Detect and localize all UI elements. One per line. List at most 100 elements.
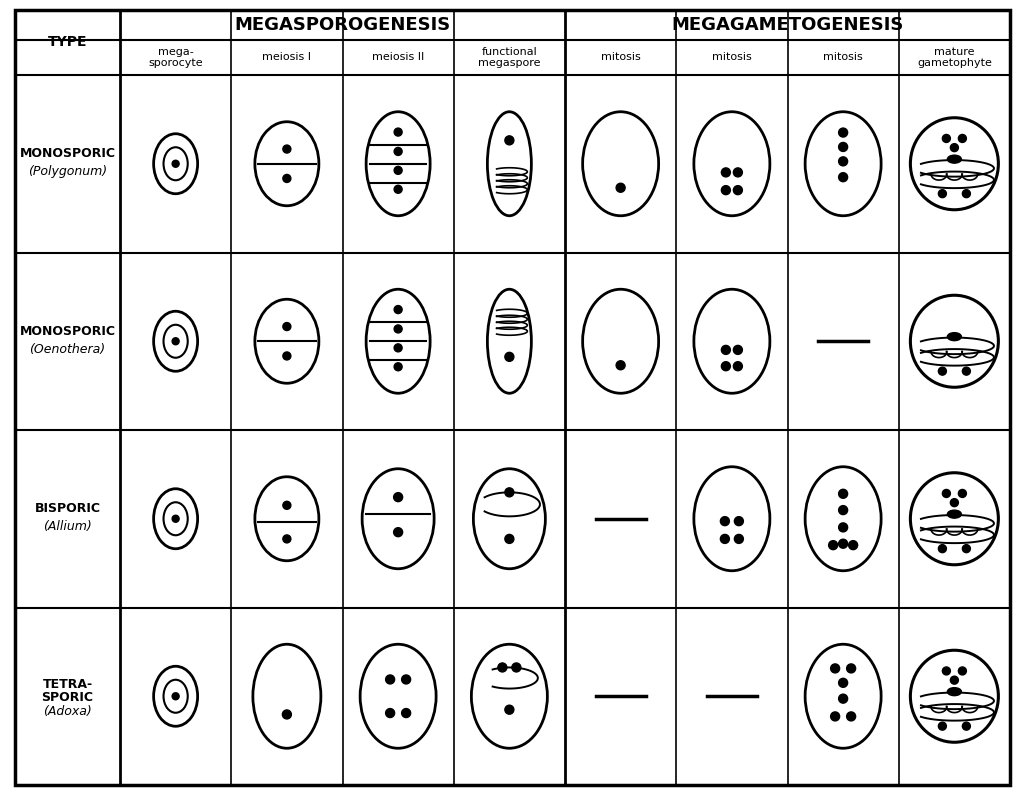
- Text: (Adoxa): (Adoxa): [43, 705, 92, 718]
- Circle shape: [839, 678, 848, 688]
- Circle shape: [734, 534, 743, 543]
- Circle shape: [512, 663, 521, 672]
- Circle shape: [283, 145, 291, 153]
- Ellipse shape: [583, 112, 658, 216]
- Circle shape: [720, 534, 729, 543]
- Text: (Polygonum): (Polygonum): [28, 165, 108, 178]
- Circle shape: [720, 517, 729, 526]
- Circle shape: [839, 539, 848, 548]
- Ellipse shape: [367, 112, 430, 216]
- Ellipse shape: [164, 325, 187, 358]
- Text: meiosis I: meiosis I: [262, 52, 311, 63]
- Circle shape: [828, 541, 838, 549]
- Circle shape: [393, 528, 402, 537]
- Circle shape: [394, 344, 402, 352]
- Ellipse shape: [154, 311, 198, 372]
- Circle shape: [505, 534, 514, 543]
- Ellipse shape: [910, 472, 998, 565]
- Circle shape: [958, 667, 967, 675]
- Circle shape: [847, 712, 856, 721]
- Text: TYPE: TYPE: [48, 36, 87, 49]
- Ellipse shape: [154, 666, 198, 727]
- Text: mitosis: mitosis: [823, 52, 863, 63]
- Text: (Oenothera): (Oenothera): [30, 343, 105, 356]
- Circle shape: [721, 168, 730, 177]
- Circle shape: [839, 506, 848, 515]
- Circle shape: [386, 675, 394, 684]
- Circle shape: [942, 667, 950, 675]
- Ellipse shape: [805, 467, 881, 571]
- Circle shape: [283, 322, 291, 330]
- Circle shape: [505, 488, 514, 497]
- Circle shape: [172, 692, 179, 700]
- Circle shape: [283, 535, 291, 543]
- Circle shape: [616, 183, 625, 192]
- Ellipse shape: [805, 112, 881, 216]
- Circle shape: [283, 710, 292, 719]
- Circle shape: [950, 144, 958, 152]
- Circle shape: [394, 128, 402, 136]
- Text: BISPORIC: BISPORIC: [35, 503, 100, 515]
- Circle shape: [505, 705, 514, 714]
- Text: (Allium): (Allium): [43, 520, 92, 534]
- Ellipse shape: [473, 468, 546, 569]
- Text: mitosis: mitosis: [601, 52, 640, 63]
- Circle shape: [839, 489, 848, 499]
- Circle shape: [498, 663, 507, 672]
- Circle shape: [394, 185, 402, 193]
- Circle shape: [830, 664, 840, 673]
- Circle shape: [172, 337, 179, 345]
- Circle shape: [172, 160, 179, 168]
- Circle shape: [942, 489, 950, 498]
- Circle shape: [721, 186, 730, 195]
- Circle shape: [958, 134, 967, 142]
- Ellipse shape: [694, 289, 770, 393]
- Circle shape: [386, 708, 394, 718]
- Text: MEGASPOROGENESIS: MEGASPOROGENESIS: [234, 16, 451, 34]
- Ellipse shape: [164, 680, 187, 713]
- Text: functional
megaspore: functional megaspore: [478, 47, 541, 68]
- Circle shape: [839, 157, 848, 166]
- Ellipse shape: [947, 688, 962, 696]
- Circle shape: [963, 545, 971, 553]
- Circle shape: [839, 172, 848, 182]
- Text: mega-
sporocyte: mega- sporocyte: [148, 47, 203, 68]
- Circle shape: [839, 694, 848, 703]
- Ellipse shape: [154, 489, 198, 549]
- Ellipse shape: [947, 155, 962, 163]
- Circle shape: [839, 142, 848, 152]
- Circle shape: [401, 708, 411, 718]
- Text: MEGAGAMETOGENESIS: MEGAGAMETOGENESIS: [672, 16, 904, 34]
- Ellipse shape: [362, 468, 434, 569]
- Ellipse shape: [694, 112, 770, 216]
- Circle shape: [734, 517, 743, 526]
- Text: SPORIC: SPORIC: [42, 691, 93, 703]
- Circle shape: [963, 367, 971, 375]
- Circle shape: [830, 712, 840, 721]
- Circle shape: [394, 167, 402, 175]
- Circle shape: [942, 134, 950, 142]
- Ellipse shape: [471, 644, 548, 748]
- Text: TETRA-: TETRA-: [42, 678, 92, 691]
- Circle shape: [283, 501, 291, 509]
- Circle shape: [394, 148, 402, 156]
- Circle shape: [172, 515, 179, 522]
- Circle shape: [733, 345, 742, 354]
- Ellipse shape: [947, 333, 962, 341]
- Circle shape: [721, 345, 730, 354]
- Circle shape: [938, 723, 946, 730]
- Ellipse shape: [487, 289, 531, 393]
- Ellipse shape: [154, 133, 198, 194]
- Circle shape: [938, 190, 946, 198]
- Ellipse shape: [805, 644, 881, 748]
- Circle shape: [950, 676, 958, 684]
- Circle shape: [733, 168, 742, 177]
- Ellipse shape: [487, 112, 531, 216]
- Ellipse shape: [583, 289, 658, 393]
- Circle shape: [505, 136, 514, 145]
- Circle shape: [733, 362, 742, 371]
- Text: MONOSPORIC: MONOSPORIC: [19, 325, 116, 337]
- Ellipse shape: [910, 650, 998, 742]
- Circle shape: [721, 362, 730, 371]
- Ellipse shape: [255, 299, 318, 384]
